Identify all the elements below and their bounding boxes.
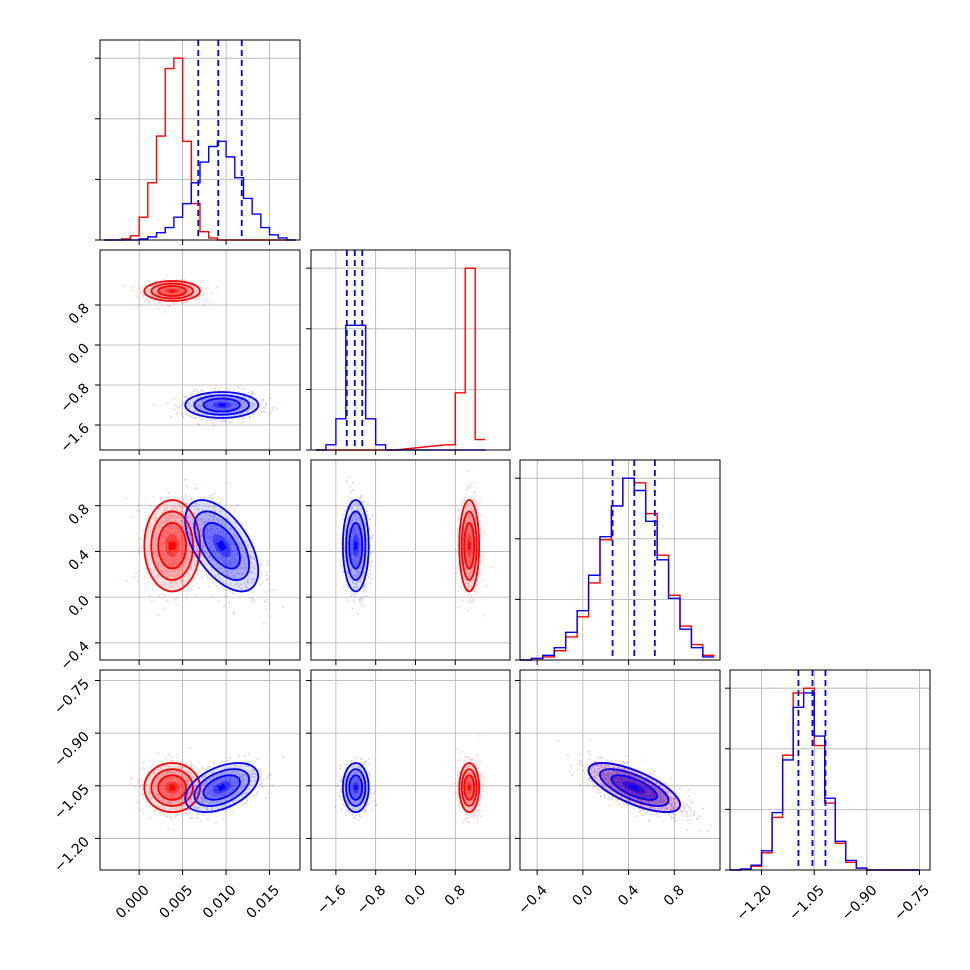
x-tick-label: −0.90 <box>839 882 881 924</box>
contour-line-blue <box>193 510 251 581</box>
contour-line-red <box>460 768 478 807</box>
diagonal-panel-2 <box>519 459 721 661</box>
x-tick-label: −1.6 <box>314 882 349 917</box>
histogram-red-series <box>104 57 296 241</box>
contour-line-blue <box>345 768 367 807</box>
panel-3-0 <box>99 669 301 871</box>
y-tick-label: −0.8 <box>57 381 92 416</box>
y-tick-label: −1.05 <box>51 781 93 823</box>
x-tick-label: −0.8 <box>354 882 389 917</box>
contour-line-red <box>458 499 481 593</box>
contour-line-blue <box>202 774 241 801</box>
histogram-blue-series <box>520 477 715 661</box>
contour-line-red <box>463 521 476 570</box>
contour-line-red <box>463 774 476 801</box>
y-tick-label: 0.0 <box>66 593 93 620</box>
contour-line-blue <box>193 768 251 807</box>
contour-line-blue <box>193 394 251 416</box>
contour-line-blue <box>341 499 370 593</box>
panel-2-1-content <box>339 470 493 617</box>
y-tick-label: −1.20 <box>51 834 93 876</box>
x-tick-label: −1.05 <box>786 882 828 924</box>
scatter-points-blue <box>168 478 284 625</box>
contour-line-blue <box>587 762 681 814</box>
panel-1-0-content <box>123 274 278 427</box>
density-peak-red <box>467 785 471 790</box>
y-tick-label: −0.4 <box>57 638 92 673</box>
contour-line-blue <box>348 774 364 801</box>
scatter-points-blue <box>153 386 278 427</box>
histogram-blue-series <box>104 140 296 241</box>
contour-line-blue <box>202 397 241 413</box>
y-tick-label: 0.8 <box>66 501 93 528</box>
density-peak-blue <box>218 403 226 407</box>
x-tick-label: −0.4 <box>515 882 550 917</box>
x-tick-label: −0.75 <box>891 882 933 924</box>
contour-line-red <box>150 768 194 807</box>
panel-2-1 <box>310 459 511 661</box>
contour-line-red <box>143 280 201 302</box>
x-tick-label: −1.20 <box>734 882 776 924</box>
panel-3-0-content <box>130 747 284 831</box>
contour-line-red <box>157 285 187 297</box>
density-peak-red <box>169 289 175 293</box>
scatter-points-red <box>130 747 224 831</box>
density-peak-red <box>168 541 176 550</box>
x-tick-label: 0.010 <box>200 882 240 922</box>
x-tick-label: 0.8 <box>661 882 688 909</box>
x-tick-label: 0.0 <box>402 882 429 909</box>
diagonal-panel-0 <box>99 39 301 241</box>
contour-line-red <box>143 499 201 593</box>
diagonal-panel-3 <box>729 669 931 871</box>
contour-line-blue <box>184 762 260 814</box>
x-tick-label: 0.005 <box>157 882 197 922</box>
density-peak-blue <box>216 539 228 552</box>
contour-line-blue <box>599 768 670 807</box>
contour-line-blue <box>341 762 370 814</box>
y-tick-label: −1.6 <box>57 420 92 455</box>
contour-line-blue <box>184 391 260 419</box>
y-tick-label: 0.0 <box>66 341 93 368</box>
corner-plot-panels: 0.000 0.005 0.010 0.015 −1.6 −0.8 0.0 0.8 −0.4 0.… <box>51 39 933 924</box>
panel-1-0 <box>99 249 301 451</box>
y-tick-label: −0.90 <box>51 729 93 771</box>
panel-3-1-content <box>334 734 485 824</box>
contour-line-blue <box>184 499 260 593</box>
density-peak-blue <box>629 783 640 792</box>
contour-line-red <box>150 510 194 581</box>
panel-3-2-content <box>557 739 712 833</box>
y-tick-label: 0.4 <box>66 547 93 574</box>
density-peak-red <box>169 784 175 791</box>
y-tick-label: 0.8 <box>66 301 93 328</box>
x-tick-label: 0.0 <box>569 882 596 909</box>
panel-3-2 <box>519 669 721 871</box>
contour-line-red <box>150 282 194 300</box>
diagonal-panel-1 <box>310 249 511 451</box>
density-peak-blue <box>217 783 226 792</box>
panel-2-0 <box>99 459 301 661</box>
contour-line-red <box>143 762 201 814</box>
y-tick-label: −0.75 <box>51 676 93 718</box>
density-peak-blue <box>354 785 358 790</box>
histogram-blue-series <box>315 324 486 451</box>
x-tick-label: 0.015 <box>244 882 284 922</box>
panel-2-0-content <box>125 478 284 625</box>
contour-line-blue <box>610 774 659 801</box>
contour-line-blue <box>202 521 241 570</box>
x-tick-label: 0.8 <box>442 882 469 909</box>
contour-line-blue <box>348 521 364 570</box>
contour-line-blue <box>345 510 367 581</box>
contour-line-red <box>157 774 187 801</box>
histogram-red-series <box>315 267 486 451</box>
density-peak-blue <box>354 541 358 550</box>
contour-line-red <box>458 762 481 814</box>
scatter-points-red <box>125 483 214 617</box>
contour-line-red <box>157 521 187 570</box>
contour-line-red <box>460 510 478 581</box>
x-tick-label: 0.4 <box>615 882 642 909</box>
x-tick-label: 0.000 <box>113 882 153 922</box>
density-peak-red <box>467 541 471 550</box>
panel-3-1 <box>310 669 511 871</box>
